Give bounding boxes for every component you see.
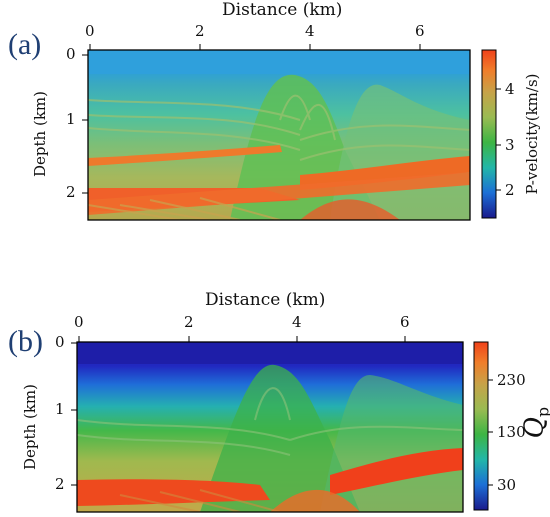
velocity-model-image: [88, 50, 470, 220]
panel-a-axis-ticks: [82, 44, 421, 194]
panel-a-x-tick: 0: [85, 22, 95, 40]
panel-b-frame: [76, 341, 464, 513]
panel-b-colorbar-tick: 230: [497, 371, 526, 389]
panel-b-colorbar-tick: 130: [497, 423, 526, 441]
panel-a-y-tick: 0: [66, 45, 76, 63]
panel-b-x-tick: 2: [184, 313, 194, 331]
panel-b-colorbar-label: Qp: [519, 403, 550, 443]
panel-b: (b) Distance (km) 0 2 4 6 0 1 2 Depth (k…: [0, 280, 550, 517]
q-model-image: [77, 342, 463, 512]
panel-a-frame: [87, 49, 471, 221]
panel-a-y-axis-label: Depth (km): [31, 91, 49, 177]
panel-a-y-tick: 1: [66, 110, 76, 128]
panel-a-figure: [82, 44, 501, 221]
q-subscript: p: [534, 407, 550, 417]
panel-a-colorbar-tick: 2: [505, 181, 515, 199]
panel-a-x-tick: 2: [195, 22, 205, 40]
panel-a: (a) Distance (km) 0 2 4 6 0 1 2 Depth (k…: [0, 0, 550, 250]
panel-b-x-tick: 0: [74, 313, 84, 331]
panel-b-y-tick: 1: [55, 400, 65, 418]
panel-b-colorbar-tick: 30: [497, 476, 517, 494]
q-symbol: Q: [519, 417, 550, 439]
panel-a-x-axis-label: Distance (km): [222, 0, 343, 20]
panel-b-y-tick: 2: [55, 475, 65, 493]
panel-b-x-tick: 6: [400, 313, 410, 331]
panel-a-colorbar-tick: 3: [505, 136, 515, 154]
panel-b-figure: [71, 336, 493, 513]
panel-b-y-axis-label: Depth (km): [21, 384, 39, 470]
panel-b-axis-ticks: [71, 336, 406, 486]
panel-a-colorbar: [481, 49, 497, 219]
panel-b-x-tick: 4: [292, 313, 302, 331]
panel-b-colorbar: [473, 341, 489, 511]
panel-a-colorbar-label: P-velocity(km/s): [523, 73, 541, 195]
panel-b-tag: (b): [8, 325, 43, 358]
panel-a-colorbar-tick: 4: [505, 80, 515, 98]
panel-a-x-tick: 4: [305, 22, 315, 40]
panel-a-y-tick: 2: [66, 183, 76, 201]
panel-a-x-tick: 6: [415, 22, 425, 40]
panel-b-x-axis-label: Distance (km): [205, 290, 326, 310]
panel-a-tag: (a): [8, 28, 42, 61]
panel-b-y-tick: 0: [55, 333, 65, 351]
